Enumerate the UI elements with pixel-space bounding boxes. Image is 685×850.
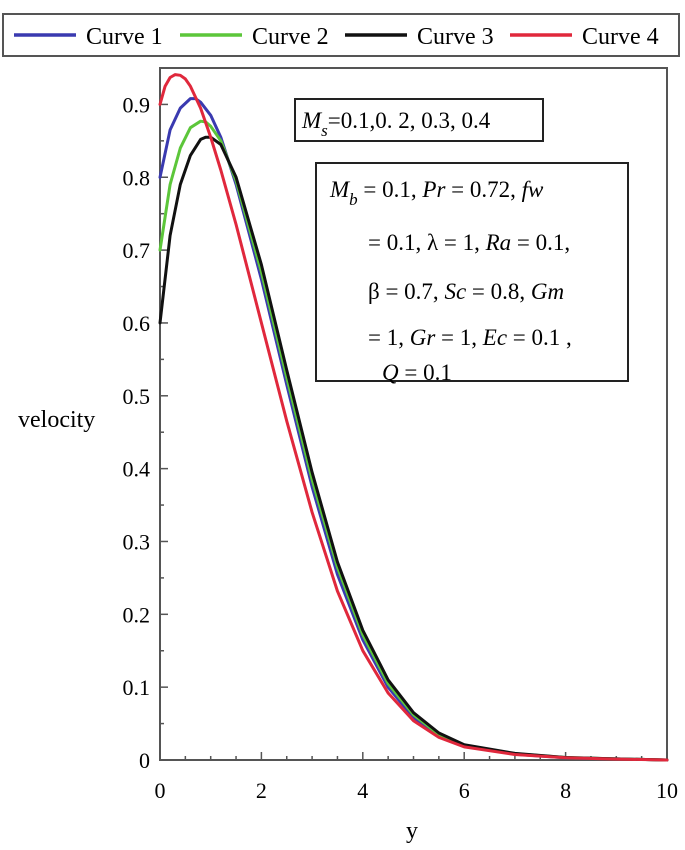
params-segment: = 0.72, — [445, 177, 521, 202]
y-tick-label: 0.8 — [123, 165, 151, 190]
ms-annotation: Ms=0.1,0. 2, 0.3, 0.4 — [294, 98, 544, 142]
params-segment: = 0.8, — [466, 279, 531, 304]
x-tick-label: 6 — [459, 778, 470, 803]
params-segment: fw — [522, 177, 544, 202]
y-axis-title: velocity — [18, 407, 95, 433]
ms-annotation-text: Ms=0.1,0. 2, 0.3, 0.4 — [301, 108, 491, 140]
params-segment: Ra — [485, 230, 512, 255]
params-segment: b — [349, 190, 358, 209]
y-tick-label: 0 — [139, 748, 150, 773]
params-segment: Sc — [444, 279, 466, 304]
x-tick-label: 2 — [256, 778, 267, 803]
series-line-curve-3 — [158, 135, 669, 762]
legend-label: Curve 2 — [252, 24, 329, 50]
y-tick-label: 0.9 — [123, 92, 151, 117]
params-segment: = 0.1, — [511, 230, 570, 255]
ms-var: M — [301, 108, 323, 133]
params-line: Q = 0.1 — [382, 360, 452, 385]
legend: Curve 1 Curve 2 Curve 3 Curve 4 — [2, 13, 680, 57]
params-line: = 1, Gr = 1, Ec = 0.1 , — [368, 325, 572, 350]
params-line: Mb = 0.1, Pr = 0.72, fw — [329, 177, 544, 209]
params-segment: = 0.1, λ = 1, — [368, 230, 486, 255]
params-segment: M — [329, 177, 351, 202]
ms-annotation-frame — [294, 98, 544, 142]
params-segment: = 0.1, — [358, 177, 423, 202]
params-segment: Pr — [421, 177, 446, 202]
params-segment: β = 0.7, — [368, 279, 444, 304]
params-line: = 0.1, λ = 1, Ra = 0.1, — [368, 230, 570, 255]
params-segment: = 0.1 — [399, 360, 452, 385]
x-tick-label: 4 — [357, 778, 368, 803]
params-annotation: Mb = 0.1, Pr = 0.72, fw = 0.1, λ = 1, Ra … — [315, 162, 629, 385]
params-annotation-frame — [315, 162, 629, 382]
params-segment: Gm — [531, 279, 564, 304]
axes: 0 2 4 6 8 10 0 0.1 0.2 0.3 0.4 0.5 0.6 0.7 0.8 0.9 — [123, 68, 678, 803]
x-tick-label: 0 — [155, 778, 166, 803]
legend-label: Curve 1 — [86, 24, 163, 50]
x-axis-title: y — [406, 818, 418, 844]
legend-label: Curve 4 — [582, 24, 659, 50]
params-segment: = 1, — [368, 325, 410, 350]
y-tick-label: 0.2 — [123, 602, 151, 627]
y-tick-label: 0.3 — [123, 529, 151, 554]
params-segment: = 1, — [435, 325, 482, 350]
x-tick-label: 8 — [560, 778, 571, 803]
ms-sub: s — [321, 121, 328, 140]
y-tick-label: 0.1 — [123, 675, 151, 700]
y-tick-label: 0.6 — [123, 311, 151, 336]
series-line-curve-4 — [158, 73, 669, 762]
params-segment: = 0.1 , — [507, 325, 572, 350]
y-tick-label: 0.5 — [123, 384, 151, 409]
series-layer — [158, 73, 669, 762]
y-tick-label: 0.4 — [123, 457, 151, 482]
params-segment: Q — [382, 360, 399, 385]
params-segment: Gr — [410, 325, 437, 350]
legend-label: Curve 3 — [417, 24, 494, 50]
ms-values: =0.1,0. 2, 0.3, 0.4 — [328, 108, 491, 133]
params-annotation-text: Mb = 0.1, Pr = 0.72, fw = 0.1, λ = 1, Ra … — [329, 177, 572, 385]
x-tick-label: 10 — [656, 778, 678, 803]
y-tick-label: 0.7 — [123, 238, 151, 263]
params-line: β = 0.7, Sc = 0.8, Gm — [368, 279, 564, 304]
params-segment: Ec — [482, 325, 507, 350]
